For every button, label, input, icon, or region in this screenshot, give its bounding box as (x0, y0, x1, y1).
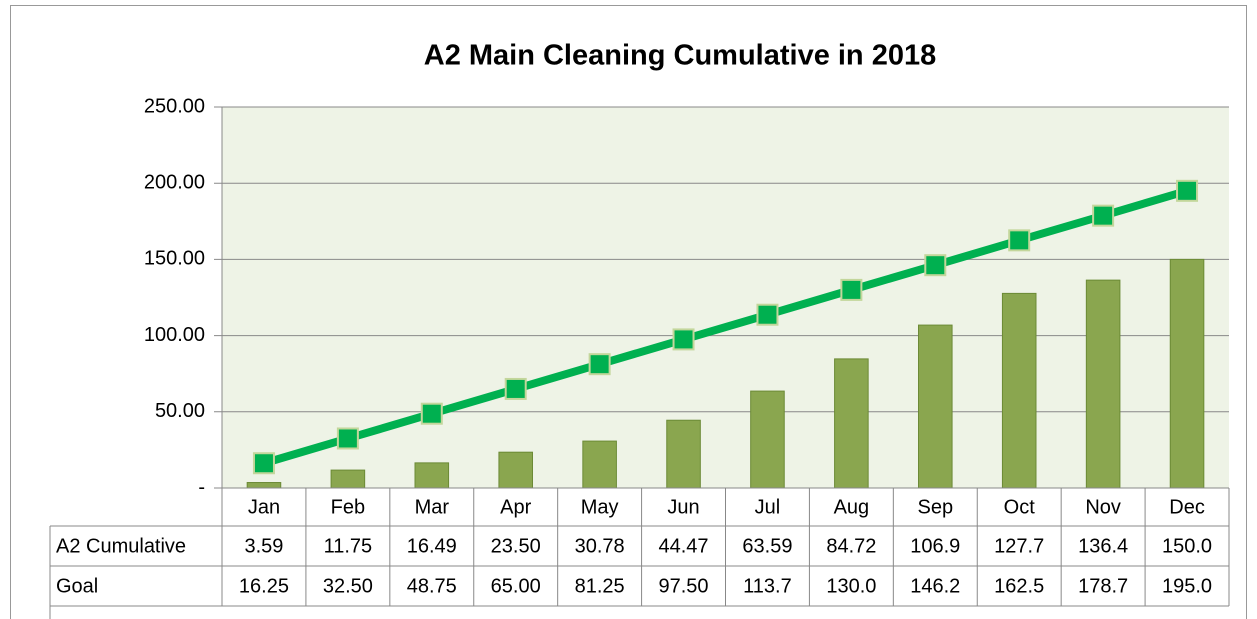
goal-marker (672, 328, 695, 351)
chart-title: A2 Main Cleaning Cumulative in 2018 (424, 40, 936, 72)
bar (1085, 279, 1121, 489)
table-value: 11.75 (324, 535, 373, 557)
x-tick-label: Nov (1085, 496, 1121, 518)
table-value: 146.2 (910, 575, 960, 597)
table-value: 136.4 (1078, 535, 1128, 557)
table-value: 130.0 (826, 575, 876, 597)
x-tick-label: Dec (1169, 496, 1205, 518)
x-tick-label: Jul (755, 496, 781, 518)
x-tick-label: Jun (667, 496, 699, 518)
table-value: 48.75 (407, 575, 457, 597)
table-value: 16.25 (239, 575, 289, 597)
y-tick-label: 250.00 (144, 95, 205, 117)
goal-marker (504, 377, 527, 400)
x-tick-label: Aug (834, 496, 870, 518)
y-tick-label: - (198, 476, 205, 498)
goal-marker (588, 353, 611, 376)
table-value: 113.7 (743, 575, 792, 597)
table-value: 44.47 (659, 535, 709, 557)
bar (498, 451, 533, 489)
table-value: 97.50 (659, 575, 709, 597)
bar (1169, 258, 1205, 489)
bar (666, 419, 701, 489)
goal-marker (420, 402, 443, 425)
table-value: 16.49 (407, 535, 457, 557)
y-tick-label: 200.00 (144, 171, 205, 193)
goal-marker (1008, 229, 1031, 252)
bar (246, 482, 282, 489)
legend-label: A2 Cumulative (56, 535, 186, 557)
x-tick-label: May (581, 496, 619, 518)
goal-marker (336, 427, 359, 450)
bar (834, 358, 869, 489)
table-value: 3.59 (244, 535, 283, 557)
bar (1001, 292, 1037, 489)
x-tick-label: Feb (331, 496, 365, 518)
x-tick-label: Mar (415, 496, 450, 518)
bar (582, 440, 617, 489)
table-value: 30.78 (575, 535, 625, 557)
table-value: 23.50 (491, 535, 541, 557)
bar (918, 324, 953, 489)
goal-marker (840, 278, 863, 301)
goal-marker (1092, 204, 1115, 227)
table-value: 127.7 (994, 535, 1044, 557)
table-value: 150.0 (1162, 535, 1212, 557)
x-tick-label: Sep (917, 496, 953, 518)
table-value: 32.50 (323, 575, 373, 597)
goal-marker (252, 452, 275, 475)
table-value: 81.25 (575, 575, 625, 597)
goal-line (262, 186, 1189, 468)
table-value: 178.7 (1078, 575, 1128, 597)
table-value: 195.0 (1162, 575, 1212, 597)
table-value: 84.72 (826, 535, 876, 557)
legend-label: Goal (56, 575, 98, 597)
y-tick-label: 100.00 (144, 324, 205, 346)
bar (330, 469, 366, 489)
x-tick-label: Oct (1004, 496, 1036, 518)
y-tick-label: 150.00 (144, 248, 205, 270)
bar (414, 462, 450, 489)
table-value: 63.59 (742, 535, 792, 557)
table-value: 106.9 (910, 535, 960, 557)
bar (750, 390, 785, 489)
y-tick-label: 50.00 (155, 400, 205, 422)
goal-marker (924, 254, 947, 277)
goal-marker (756, 303, 779, 326)
table-value: 162.5 (994, 575, 1044, 597)
x-tick-label: Jan (248, 496, 280, 518)
goal-marker (1176, 179, 1199, 202)
table-value: 65.00 (491, 575, 541, 597)
x-tick-label: Apr (500, 496, 531, 518)
